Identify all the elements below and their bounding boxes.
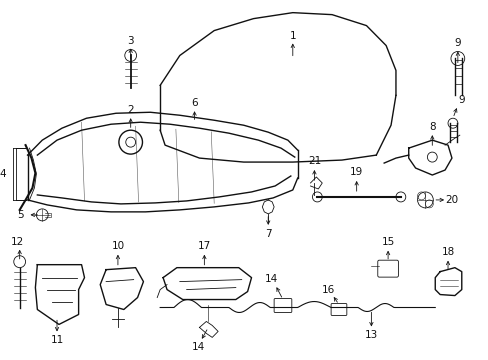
Text: 6: 6 (191, 98, 198, 108)
Text: 14: 14 (264, 274, 277, 284)
Text: 7: 7 (264, 229, 271, 239)
Text: 4: 4 (0, 169, 6, 179)
Text: 19: 19 (349, 167, 363, 177)
Text: 9: 9 (458, 95, 464, 105)
Text: 12: 12 (11, 237, 24, 247)
Text: 11: 11 (50, 336, 63, 345)
Text: 14: 14 (191, 342, 204, 352)
Text: 8: 8 (428, 122, 435, 132)
Text: 10: 10 (111, 241, 124, 251)
Text: 5: 5 (17, 210, 24, 220)
Text: 15: 15 (381, 237, 394, 247)
Text: 18: 18 (441, 247, 454, 257)
Text: 2: 2 (127, 105, 134, 115)
Text: 20: 20 (445, 195, 458, 205)
Text: 21: 21 (307, 156, 321, 166)
Text: 3: 3 (127, 36, 134, 46)
Text: 17: 17 (197, 241, 210, 251)
Text: 16: 16 (321, 284, 334, 294)
Text: 13: 13 (364, 330, 377, 341)
Text: 9: 9 (454, 37, 460, 48)
Text: 1: 1 (289, 31, 296, 41)
